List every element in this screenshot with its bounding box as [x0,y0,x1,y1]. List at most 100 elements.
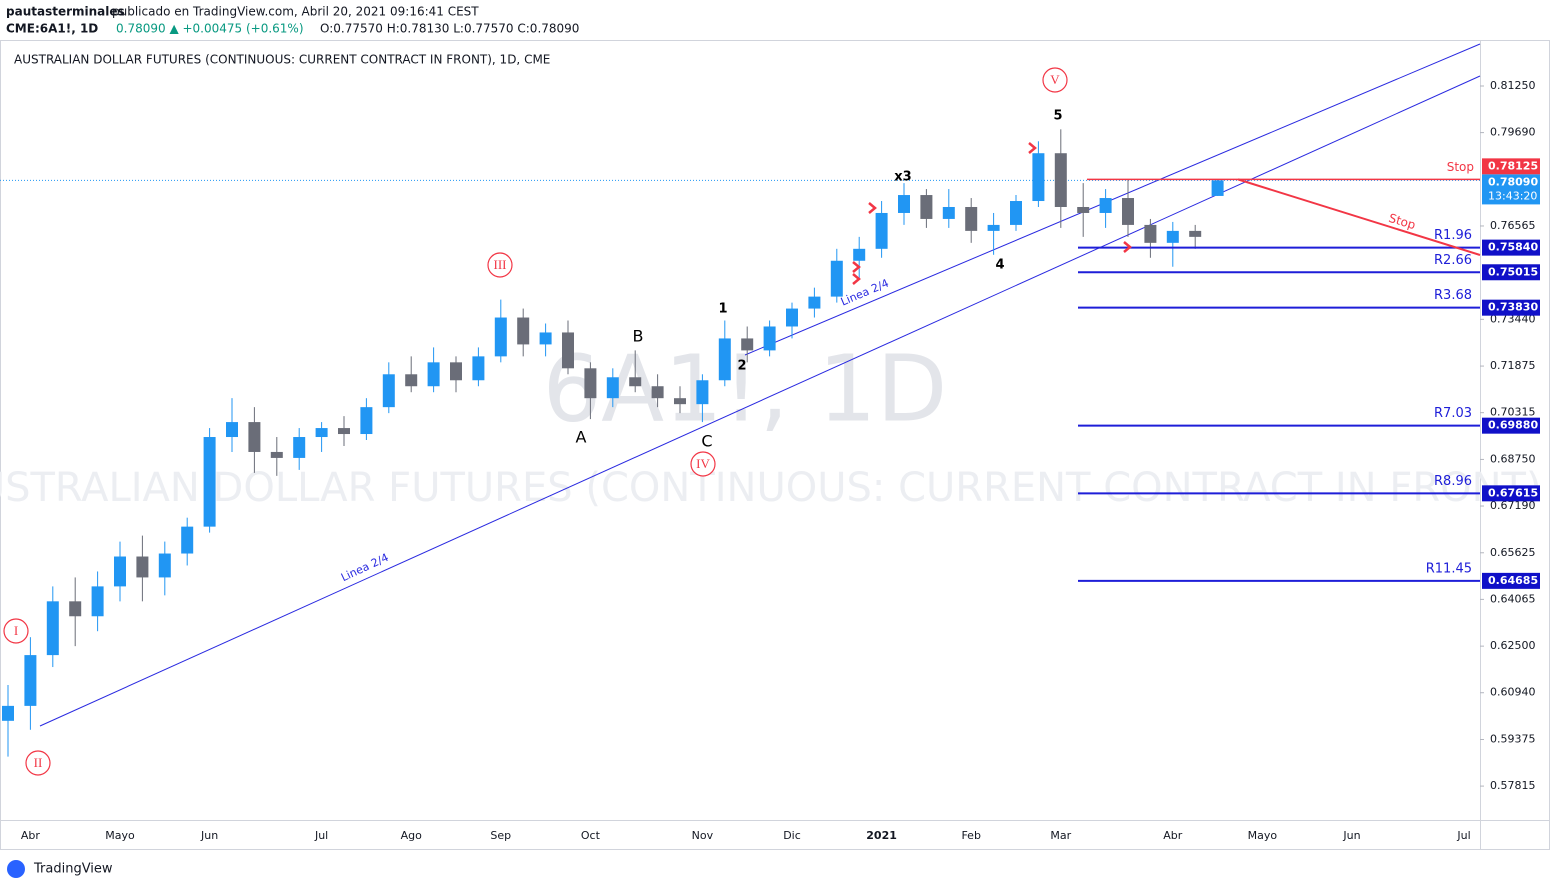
candle-body [1077,206,1090,213]
signal-marker [1028,142,1037,154]
x-tick-label: Jun [1342,829,1360,842]
wave-circle [690,451,716,477]
header-published: publicado en TradingView.com, Abril 20, … [112,5,479,19]
candle-body [718,338,731,381]
x-tick-label: Jun [200,829,218,842]
candle-body [539,332,552,345]
candle-body [91,586,104,617]
header-user: pautasterminales [6,5,125,19]
level-price-label: 0.64685 [1488,574,1538,587]
level-price-label: 0.73830 [1488,301,1538,314]
level-price-box [1482,239,1540,256]
count-label: B [633,327,644,346]
candle-body [270,451,283,458]
y-tick-label: 0.71875 [1490,359,1536,372]
level-price-label: 0.69880 [1488,419,1538,432]
y-tick-label: 0.62500 [1490,639,1536,652]
level-price-label: 0.75015 [1488,265,1538,278]
stop-name: Stop [1447,160,1474,174]
candle-body [494,317,507,357]
signal-marker [852,273,861,285]
candle-body [136,556,149,578]
stop-price-label: 0.78125 [1488,159,1538,172]
last-price-box [1482,174,1540,205]
count-label: 1 [718,302,727,317]
candle-body [1211,180,1224,196]
chart-title: AUSTRALIAN DOLLAR FUTURES (CONTINUOUS: C… [14,53,550,67]
y-tick-label: 0.76565 [1490,219,1536,232]
count-label: A [576,428,587,447]
candle-body [808,296,821,309]
wave-label: II [34,755,43,770]
candle-body [1166,230,1179,243]
candle-body [920,195,933,219]
header-symbol: CME:6A1!, 1D [6,22,98,36]
candle-body [517,317,530,345]
candle-body [24,655,37,706]
count-label: 5 [1053,109,1062,124]
candle-body [450,362,462,381]
count-label: x3 [894,170,911,185]
count-label: C [701,432,712,451]
y-tick-label: 0.81250 [1490,79,1536,92]
stop-price-box [1482,158,1540,175]
wave-circle [25,750,51,776]
candle-body [562,332,574,369]
watermark-name: AUSTRALIAN DOLLAR FUTURES (CONTINUOUS: C… [0,465,1542,511]
wave-label: IV [696,456,710,471]
candle-body [1054,153,1067,207]
wave-circle [3,618,29,644]
candle-body [405,374,418,387]
candle-body [987,224,1000,231]
stop-diagonal [1237,178,1481,256]
x-tick-label: Nov [692,829,714,842]
x-tick-label: Feb [961,829,980,842]
header-change: 0.78090 ▲ +0.00475 (+0.61%) [116,22,304,36]
candle-body [158,553,171,578]
x-tick-label: Mayo [1248,829,1278,842]
x-tick-label: Ago [401,829,423,842]
level-price-box [1482,485,1540,502]
header-ohlc: O:0.77570 H:0.78130 L:0.77570 C:0.78090 [320,22,579,36]
candle-body [114,556,126,587]
y-tick-label: 0.59375 [1490,732,1536,745]
x-tick-label: Mar [1050,829,1071,842]
candle-body [629,377,642,387]
candle-body [315,428,328,438]
candle-body [427,362,440,387]
level-price-box [1482,264,1540,281]
wave-label: I [14,623,18,638]
wave-label: V [1050,72,1060,87]
candle-body [472,356,485,381]
x-tick-label: Dic [783,829,801,842]
level-name: R1.96 [1434,228,1472,243]
signal-marker [868,202,877,214]
x-tick-label: Mayo [105,829,135,842]
y-tick-label: 0.57815 [1490,779,1536,792]
x-tick-label: Oct [581,829,601,842]
candle-body [1010,201,1022,225]
signal-marker [852,261,861,273]
candle-body [2,705,14,721]
watermark: 6A1!, 1D [543,335,948,442]
x-tick-label: Sep [490,829,511,842]
candle-body [898,195,910,213]
candle-body [651,386,664,399]
logo [7,860,25,878]
candle-body [853,248,866,261]
candle-body [1099,198,1112,213]
candle-body [293,437,306,458]
candle-body [1032,153,1045,202]
x-tick-label: Jul [314,829,328,842]
trend-line [39,75,1481,727]
level-price-box [1482,572,1540,589]
candle-body [584,368,597,399]
level-name: R7.03 [1434,406,1472,421]
candle-body [606,377,619,399]
level-name: R3.68 [1434,288,1472,303]
signal-marker [1123,241,1132,253]
countdown: 13:43:20 [1488,189,1537,202]
candle-body [181,526,194,554]
wave-label: III [494,257,507,272]
